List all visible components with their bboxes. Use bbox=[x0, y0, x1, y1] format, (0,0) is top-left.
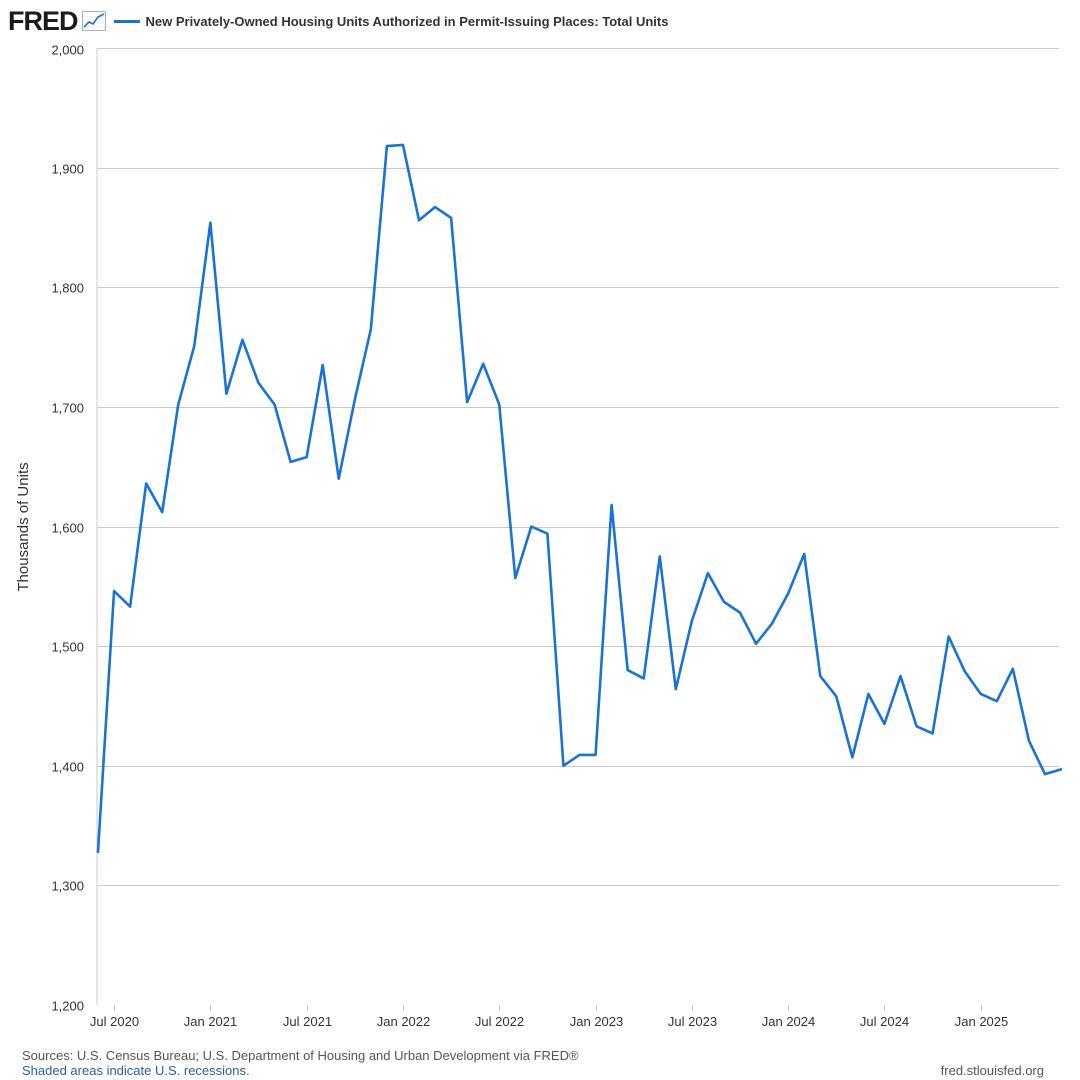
y-tick-label: 2,000 bbox=[51, 43, 84, 58]
data-point[interactable] bbox=[175, 401, 181, 407]
data-point[interactable] bbox=[448, 215, 454, 221]
data-point[interactable] bbox=[223, 391, 229, 397]
data-point[interactable] bbox=[95, 849, 101, 855]
data-point[interactable] bbox=[528, 524, 534, 530]
y-tick-label: 1,300 bbox=[51, 879, 84, 894]
data-point[interactable] bbox=[577, 752, 583, 758]
data-point[interactable] bbox=[1042, 771, 1048, 777]
data-point[interactable] bbox=[641, 675, 647, 681]
x-tick-label: Jul 2024 bbox=[860, 1014, 909, 1029]
data-point[interactable] bbox=[865, 691, 871, 697]
data-point[interactable] bbox=[817, 673, 823, 679]
data-point[interactable] bbox=[304, 454, 310, 460]
data-point[interactable] bbox=[673, 686, 679, 692]
data-point[interactable] bbox=[432, 204, 438, 210]
data-point[interactable] bbox=[994, 698, 1000, 704]
legend-label: New Privately-Owned Housing Units Author… bbox=[145, 13, 669, 29]
legend-swatch bbox=[113, 19, 140, 23]
data-point[interactable] bbox=[657, 553, 663, 559]
data-point[interactable] bbox=[593, 752, 599, 758]
data-point[interactable] bbox=[207, 220, 213, 226]
legend: New Privately-Owned Housing Units Author… bbox=[113, 13, 669, 29]
y-axis-title: Thousands of Units bbox=[15, 462, 32, 591]
fred-logo[interactable]: FRED bbox=[8, 5, 78, 36]
data-point[interactable] bbox=[785, 590, 791, 596]
y-tick-label: 1,200 bbox=[51, 999, 84, 1014]
data-point[interactable] bbox=[256, 380, 262, 386]
data-point[interactable] bbox=[544, 531, 550, 537]
x-tick-label: Jul 2020 bbox=[90, 1014, 139, 1029]
data-point[interactable] bbox=[881, 721, 887, 727]
footer-sources: Sources: U.S. Census Bureau; U.S. Depart… bbox=[22, 1048, 579, 1078]
data-point[interactable] bbox=[946, 634, 952, 640]
data-point[interactable] bbox=[384, 143, 390, 149]
data-point[interactable] bbox=[336, 476, 342, 482]
data-point[interactable] bbox=[416, 217, 422, 223]
series-line-0[interactable] bbox=[96, 143, 1063, 854]
recessions-note: Shaded areas indicate U.S. recessions. bbox=[22, 1063, 250, 1078]
data-point[interactable] bbox=[127, 604, 133, 610]
y-tick-label: 1,800 bbox=[51, 281, 84, 296]
data-point[interactable] bbox=[272, 401, 278, 407]
y-tick-label: 1,700 bbox=[51, 401, 84, 416]
data-point[interactable] bbox=[609, 502, 615, 508]
data-point[interactable] bbox=[288, 459, 294, 465]
x-tick-label: Jan 2023 bbox=[570, 1014, 624, 1029]
x-tick-label: Jul 2021 bbox=[283, 1014, 332, 1029]
data-point[interactable] bbox=[1058, 766, 1064, 772]
x-tick-label: Jan 2022 bbox=[377, 1014, 431, 1029]
y-tick-label: 1,900 bbox=[51, 162, 84, 177]
data-point[interactable] bbox=[560, 763, 566, 769]
data-point[interactable] bbox=[480, 361, 486, 367]
data-point[interactable] bbox=[352, 397, 358, 403]
series-layer bbox=[95, 142, 1064, 855]
data-point[interactable] bbox=[801, 551, 807, 557]
data-point[interactable] bbox=[962, 668, 968, 674]
data-point[interactable] bbox=[753, 641, 759, 647]
data-point[interactable] bbox=[705, 570, 711, 576]
y-tick-label: 1,500 bbox=[51, 640, 84, 655]
data-point[interactable] bbox=[159, 509, 165, 515]
x-tick-label: Jul 2023 bbox=[668, 1014, 717, 1029]
data-point[interactable] bbox=[496, 401, 502, 407]
data-point[interactable] bbox=[320, 362, 326, 368]
data-point[interactable] bbox=[978, 691, 984, 697]
data-point[interactable] bbox=[191, 343, 197, 349]
data-point[interactable] bbox=[930, 730, 936, 736]
sources-text: Sources: U.S. Census Bureau; U.S. Depart… bbox=[22, 1048, 579, 1063]
data-point[interactable] bbox=[1026, 738, 1032, 744]
line-chart-icon bbox=[81, 11, 106, 31]
data-point[interactable] bbox=[368, 326, 374, 332]
data-point[interactable] bbox=[833, 693, 839, 699]
data-point[interactable] bbox=[898, 673, 904, 679]
data-point[interactable] bbox=[737, 610, 743, 616]
data-point[interactable] bbox=[239, 337, 245, 343]
y-tick-layer: 1,200 1,300 1,400 1,500 1,600 1,700 1,800 1,900… bbox=[51, 43, 84, 1014]
data-point[interactable] bbox=[625, 667, 631, 673]
data-point[interactable] bbox=[143, 480, 149, 486]
data-point[interactable] bbox=[1010, 666, 1016, 672]
header: FRED New Privately-Owned Housing Units A… bbox=[8, 6, 668, 36]
data-point[interactable] bbox=[400, 142, 406, 148]
x-tick-layer: Jul 2020 Jan 2021 Jul 2021 Jan 2022 Jul 2022… bbox=[90, 1005, 1008, 1029]
x-tick-label: Jan 2024 bbox=[762, 1014, 816, 1029]
data-point[interactable] bbox=[721, 599, 727, 605]
data-point[interactable] bbox=[849, 754, 855, 760]
data-point[interactable] bbox=[111, 588, 117, 594]
data-point[interactable] bbox=[689, 618, 695, 624]
data-point[interactable] bbox=[914, 723, 920, 729]
x-tick-label: Jul 2022 bbox=[475, 1014, 524, 1029]
y-tick-label: 1,600 bbox=[51, 521, 84, 536]
x-tick-label: Jan 2025 bbox=[955, 1014, 1009, 1029]
y-tick-label: 1,400 bbox=[51, 760, 84, 775]
data-point[interactable] bbox=[769, 620, 775, 626]
data-point[interactable] bbox=[512, 575, 518, 581]
site-link[interactable]: fred.stlouisfed.org bbox=[940, 1063, 1044, 1078]
data-point[interactable] bbox=[464, 399, 470, 405]
grid-layer bbox=[97, 48, 1059, 886]
x-tick-label: Jan 2021 bbox=[184, 1014, 238, 1029]
